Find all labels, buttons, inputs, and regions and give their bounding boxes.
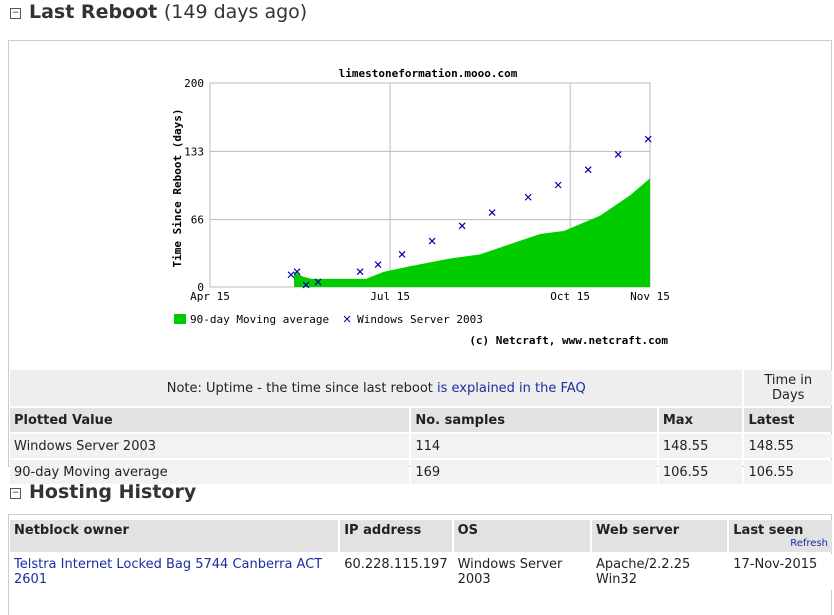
section-subtitle: (149 days ago) (163, 1, 308, 23)
point (293, 268, 301, 276)
table-cell: Windows Server 2003 (453, 554, 591, 590)
table-cell: Latest (744, 408, 832, 432)
table-row: Plotted Value No. samples Max Latest (10, 408, 832, 432)
table-cell: Plotted Value (10, 408, 410, 432)
refresh-link[interactable]: Refresh (790, 538, 828, 549)
note: Note: Uptime - the time since last reboo… (166, 380, 433, 396)
table-row: Netblock owner IP address OS Web server Last… (10, 520, 832, 552)
table-cell: 60.228.115.197 (340, 554, 452, 590)
table-cell: Web server (592, 520, 728, 552)
table-cell: 148.55 (744, 434, 832, 458)
point (614, 150, 622, 158)
point (398, 250, 406, 258)
x-tick-label: Jul 15 (370, 290, 410, 303)
point (302, 281, 310, 289)
legend-label: 90-day Moving average (190, 313, 329, 326)
point (374, 261, 382, 268)
table-cell: No. samples (411, 408, 657, 432)
table-cell: 106.55 (658, 460, 743, 484)
y-tick-label: 66 (191, 214, 204, 227)
table-cell: 106.55 (744, 460, 832, 484)
uptime-table: Note: Uptime - the time since last reboo… (8, 368, 834, 486)
legend-label: Windows Server 2003 (357, 313, 483, 326)
section-title: Hosting History (29, 481, 197, 503)
point (314, 278, 322, 286)
table-row: Telstra Internet Locked Bag 5744 Canberr… (10, 554, 832, 590)
point (524, 193, 532, 201)
table-cell: 169 (411, 460, 657, 484)
table-cell: Max (658, 408, 743, 432)
table-cell: IP address (340, 520, 452, 552)
y-tick-label: 0 (197, 281, 204, 294)
table-cell: 90-day Moving average (10, 460, 410, 484)
x-tick-label: Nov 15 (630, 290, 670, 303)
table-row: Windows Server 2003 114 148.55 148.55 (10, 434, 832, 458)
point (287, 271, 295, 279)
point (644, 135, 652, 143)
table-cell: 114 (411, 434, 657, 458)
x-tick-label: Apr 15 (190, 290, 230, 303)
table-cell: 148.55 (658, 434, 743, 458)
table-cell: 17-Nov-2015 (729, 554, 832, 590)
credit: (c) Netcraft, www.netcraft.com (469, 334, 668, 347)
chart-title: limestoneformation.mooo.com (339, 67, 518, 80)
table-cell: Last seen Refresh (729, 520, 832, 552)
y-tick-label: 200 (184, 77, 204, 90)
point (488, 209, 496, 216)
group-header: Time in Days (744, 370, 832, 406)
table-cell: Windows Server 2003 (10, 434, 410, 458)
chart: limestoneformation.mooo.com Time Since R… (171, 67, 670, 347)
legend-swatch (174, 314, 186, 324)
point (554, 181, 562, 189)
table-cell: Netblock owner (10, 520, 339, 552)
note-cell: Note: Uptime - the time since last reboo… (10, 370, 743, 406)
point (584, 166, 592, 174)
legend-marker (343, 315, 351, 323)
section-header[interactable]: − Hosting History (10, 481, 197, 503)
y-tick-label: 133 (184, 145, 204, 158)
faq-link[interactable]: is explained in the FAQ (437, 380, 586, 396)
table-cell: Apache/2.2.25 Win32 (592, 554, 728, 590)
hosting-table: Netblock owner IP address OS Web server Last… (8, 518, 834, 592)
section-title: Last Reboot (29, 1, 158, 23)
x-tick-label: Oct 15 (550, 290, 590, 303)
section-header[interactable]: − Last Reboot (149 days ago) (10, 1, 308, 23)
area (294, 178, 650, 287)
table-row: 90-day Moving average 169 106.55 106.55 (10, 460, 832, 484)
table-cell[interactable]: Telstra Internet Locked Bag 5744 Canberr… (10, 554, 339, 590)
point (428, 237, 436, 245)
point (356, 268, 364, 276)
point (458, 222, 466, 230)
y-label: Time Since Reboot (days) (171, 109, 184, 268)
table-cell: OS (453, 520, 591, 552)
